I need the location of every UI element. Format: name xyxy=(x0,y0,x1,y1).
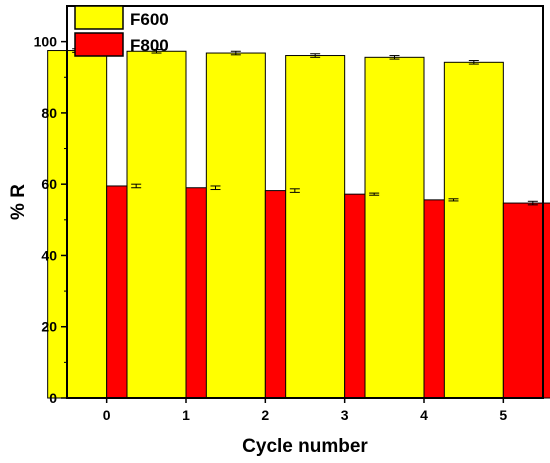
bar-f600-2 xyxy=(205,52,266,399)
legend-swatch-f600 xyxy=(74,5,124,30)
y-tick-label-40: 40 xyxy=(41,247,57,263)
y-axis-title: % R xyxy=(8,184,29,220)
legend-swatch-f800 xyxy=(74,32,124,57)
tick-labels-layer: 0 1 2 3 4 5 0 20 40 60 80 100 xyxy=(34,34,508,423)
bar-f600-5 xyxy=(443,61,504,399)
legend-label-f600: F600 xyxy=(130,10,169,29)
x-tick-label-4: 4 xyxy=(420,407,428,423)
y-tick-label-0: 0 xyxy=(49,390,57,406)
x-tick-label-0: 0 xyxy=(103,407,111,423)
bar-f600-4 xyxy=(364,56,425,399)
x-tick-label-5: 5 xyxy=(499,407,507,423)
x-tick-label-3: 3 xyxy=(341,407,349,423)
legend: F600 F800 xyxy=(74,5,169,57)
ticks-layer xyxy=(61,40,505,403)
x-tick-label-1: 1 xyxy=(182,407,190,423)
plot-frame xyxy=(66,5,544,399)
bar-f600-1 xyxy=(126,50,187,399)
bars-layer xyxy=(47,50,550,399)
y-tick-label-20: 20 xyxy=(41,319,57,335)
x-tick-label-2: 2 xyxy=(261,407,269,423)
y-tick-label-60: 60 xyxy=(41,176,57,192)
y-tick-label-80: 80 xyxy=(41,105,57,121)
legend-label-f800: F800 xyxy=(130,36,169,55)
bar-f600-0 xyxy=(47,50,108,399)
y-tick-label-100: 100 xyxy=(34,34,58,50)
error-bars-layer xyxy=(72,48,538,206)
x-axis-title: Cycle number xyxy=(242,436,368,457)
bar-f600-3 xyxy=(285,55,346,399)
